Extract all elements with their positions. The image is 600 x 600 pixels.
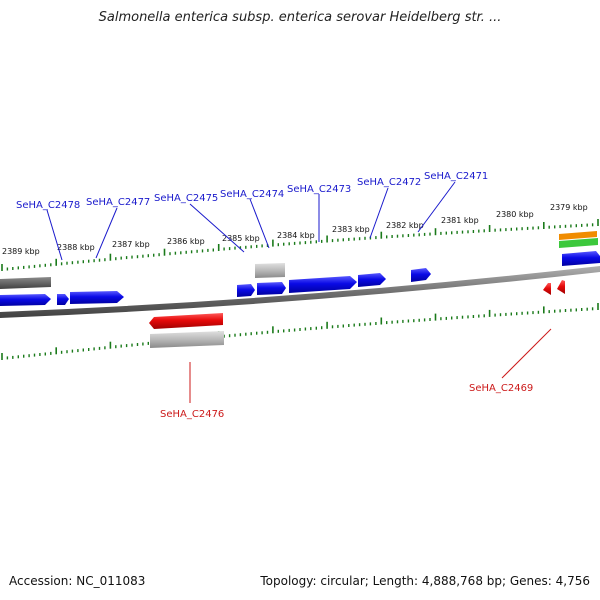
tick-label: 2384 kbp xyxy=(277,231,315,240)
tick-labels: 2389 kbp 2388 kbp 2387 kbp 2386 kbp 2385… xyxy=(2,203,588,256)
top-label-leaders xyxy=(46,181,456,261)
gene-label[interactable]: SeHA_C2473 xyxy=(287,184,351,195)
tick-label: 2387 kbp xyxy=(112,240,150,249)
gene-labels: SeHA_C2478 SeHA_C2477 SeHA_C2475 SeHA_C2… xyxy=(16,171,533,420)
reverse-gene[interactable] xyxy=(149,313,223,329)
tick-label: 2385 kbp xyxy=(222,234,260,243)
genome-backbone xyxy=(0,266,600,318)
tick-label: 2388 kbp xyxy=(57,243,95,252)
forward-gene[interactable] xyxy=(0,294,51,306)
gene-label[interactable]: SeHA_C2474 xyxy=(220,189,284,200)
gene-label[interactable]: SeHA_C2472 xyxy=(357,177,421,188)
tick-label: 2379 kbp xyxy=(550,203,588,212)
forward-gene[interactable] xyxy=(57,294,69,305)
gene-label[interactable]: SeHA_C2475 xyxy=(154,193,218,204)
gene-label[interactable]: SeHA_C2478 xyxy=(16,200,80,211)
forward-gene[interactable] xyxy=(411,268,431,282)
forward-gene[interactable] xyxy=(289,276,357,293)
tick-label: 2383 kbp xyxy=(332,225,370,234)
pseudo-gene-feature xyxy=(0,277,51,289)
gene-label[interactable]: SeHA_C2476 xyxy=(160,409,224,420)
tick-label: 2381 kbp xyxy=(441,216,479,225)
forward-gene[interactable] xyxy=(70,291,124,304)
reverse-genes xyxy=(149,280,565,329)
genome-title: Salmonella enterica subsp. enterica sero… xyxy=(98,10,502,25)
gene-label[interactable]: SeHA_C2477 xyxy=(86,197,150,208)
tick-label: 2382 kbp xyxy=(386,221,424,230)
gray-features xyxy=(150,263,285,348)
forward-gene[interactable] xyxy=(257,282,286,295)
rna-features xyxy=(559,231,598,248)
genome-summary-text: Topology: circular; Length: 4,888,768 bp… xyxy=(260,574,590,588)
bottom-label-leaders xyxy=(189,328,552,403)
reverse-gene[interactable] xyxy=(557,280,565,294)
gene-label[interactable]: SeHA_C2469 xyxy=(469,383,533,394)
accession-text: Accession: NC_011083 xyxy=(9,574,146,588)
forward-genes xyxy=(0,251,600,306)
tick-label: 2386 kbp xyxy=(167,237,205,246)
upper-tick-ring xyxy=(1,219,599,271)
forward-gene[interactable] xyxy=(562,251,600,266)
tick-label: 2389 kbp xyxy=(2,247,40,256)
gene-label[interactable]: SeHA_C2471 xyxy=(424,171,488,182)
forward-gene[interactable] xyxy=(358,273,386,287)
forward-gene[interactable] xyxy=(237,284,255,297)
reverse-gene[interactable] xyxy=(543,283,551,295)
tick-label: 2380 kbp xyxy=(496,210,534,219)
